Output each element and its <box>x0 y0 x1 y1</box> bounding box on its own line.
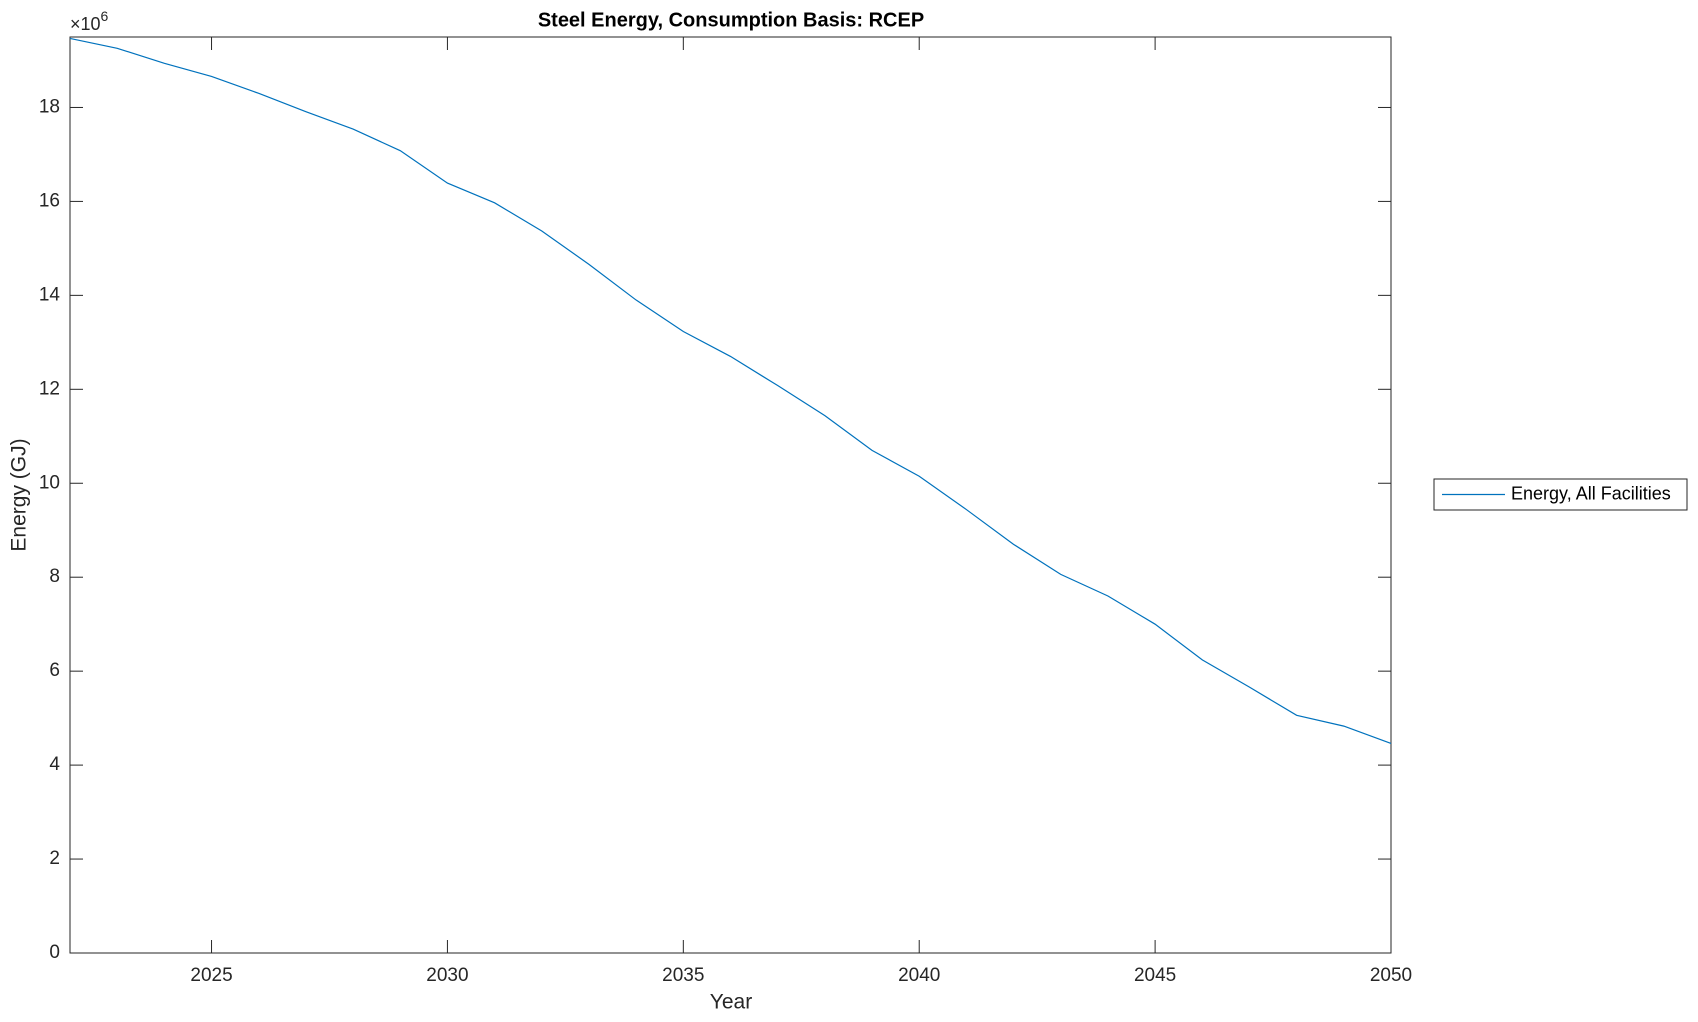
y-tick-label: 16 <box>39 190 60 211</box>
x-tick-label: 2045 <box>1134 965 1176 986</box>
x-tick-label: 2040 <box>898 965 940 986</box>
y-tick-label: 4 <box>49 754 60 775</box>
x-tick-label: 2035 <box>662 965 704 986</box>
data-line <box>69 37 1392 745</box>
y-tick-label: 8 <box>49 566 60 587</box>
y-axis-label: Energy (GJ) <box>8 438 31 551</box>
x-tick-label: 2030 <box>426 965 468 986</box>
y-tick-label: 2 <box>49 848 60 869</box>
x-tick-label: 2050 <box>1370 965 1412 986</box>
legend: Energy, All Facilities <box>1433 478 1688 511</box>
y-tick-label: 6 <box>49 660 60 681</box>
y-multiplier-exponent: 6 <box>101 8 109 24</box>
plot-frame <box>69 36 1392 954</box>
y-multiplier-base: ×10 <box>70 14 101 34</box>
y-tick-label: 18 <box>39 96 60 117</box>
chart-title: Steel Energy, Consumption Basis: RCEP <box>538 9 924 31</box>
y-tick-label: 14 <box>39 284 61 305</box>
legend-label: Energy, All Facilities <box>1511 483 1671 503</box>
y-tick-label: 0 <box>49 942 60 963</box>
y-multiplier: ×106 <box>70 8 109 34</box>
x-axis-label: Year <box>710 991 752 1014</box>
y-tick-label: 10 <box>39 472 60 493</box>
y-tick-label: 12 <box>39 378 60 399</box>
x-tick-label: 2025 <box>190 965 232 986</box>
